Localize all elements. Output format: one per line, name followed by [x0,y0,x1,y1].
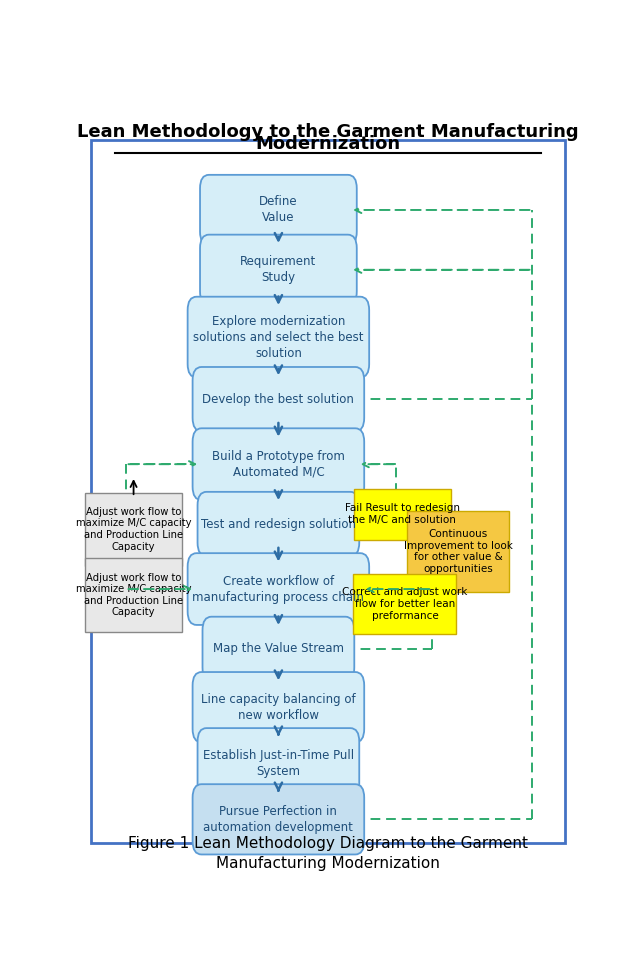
Text: Continuous
Improvement to look
for other value &
opportunities: Continuous Improvement to look for other… [403,529,513,574]
FancyBboxPatch shape [188,297,369,378]
Text: Test and redesign solution: Test and redesign solution [201,518,356,530]
Text: Develop the best solution: Develop the best solution [202,392,355,406]
FancyBboxPatch shape [198,492,359,556]
Text: Build a Prototype from
Automated M/C: Build a Prototype from Automated M/C [212,450,345,479]
Text: Fail Result to redesign
the M/C and solution: Fail Result to redesign the M/C and solu… [345,504,460,525]
FancyBboxPatch shape [353,574,456,634]
Text: Create workflow of
manufacturing process chain: Create workflow of manufacturing process… [193,575,364,604]
Text: Define
Value: Define Value [259,195,298,224]
Text: Map the Value Stream: Map the Value Stream [213,643,344,655]
FancyBboxPatch shape [91,141,565,843]
Text: Establish Just-in-Time Pull
System: Establish Just-in-Time Pull System [203,749,354,778]
FancyBboxPatch shape [355,488,451,540]
Text: Adjust work flow to
maximize M/C capacity
and Production Line
Capacity: Adjust work flow to maximize M/C capacit… [76,507,191,552]
FancyBboxPatch shape [193,367,364,431]
FancyBboxPatch shape [193,672,364,742]
FancyBboxPatch shape [188,553,369,625]
Text: Explore modernization
solutions and select the best
solution: Explore modernization solutions and sele… [193,315,364,359]
FancyBboxPatch shape [193,428,364,500]
Text: Requirement
Study: Requirement Study [240,255,317,285]
Text: Correct and adjust work
flow for better lean
preformance: Correct and adjust work flow for better … [342,587,468,620]
FancyBboxPatch shape [193,785,364,854]
Text: Line capacity balancing of
new workflow: Line capacity balancing of new workflow [201,692,356,721]
FancyBboxPatch shape [200,235,356,305]
FancyBboxPatch shape [202,617,355,681]
FancyBboxPatch shape [86,492,182,566]
FancyBboxPatch shape [200,175,356,245]
FancyBboxPatch shape [407,512,509,592]
Text: Adjust work flow to
maximize M/C capacity
and Production Line
Capacity: Adjust work flow to maximize M/C capacit… [76,573,191,618]
Text: Lean Methodology to the Garment Manufacturing: Lean Methodology to the Garment Manufact… [77,123,579,141]
FancyBboxPatch shape [86,558,182,632]
Text: Figure 1 Lean Methodology Diagram to the Garment
Manufacturing Modernization: Figure 1 Lean Methodology Diagram to the… [128,836,528,871]
Text: Pursue Perfection in
automation development: Pursue Perfection in automation developm… [204,805,353,834]
Text: Modernization: Modernization [255,135,401,153]
FancyBboxPatch shape [198,728,359,798]
